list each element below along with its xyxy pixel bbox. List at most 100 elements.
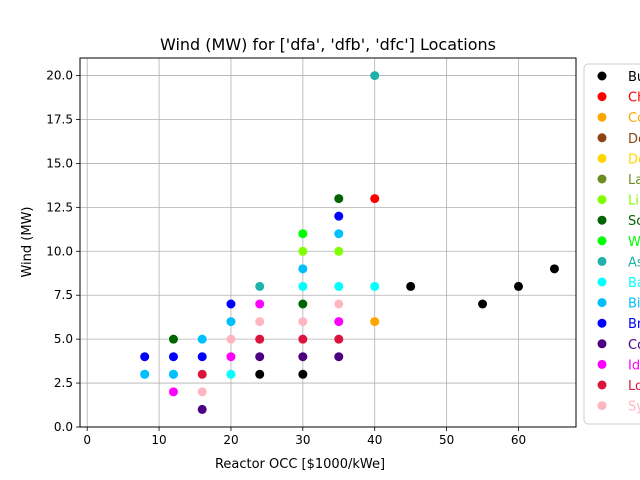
y-tick-label: 12.5 [46,200,73,214]
legend-marker [597,298,607,308]
data-point [334,334,344,344]
data-point [226,334,236,344]
y-axis-ticks: 0.0 2.5 5.0 7.5 10.0 12.5 15.0 17.5 20.0 [46,69,80,434]
legend-label: De [628,132,640,147]
y-tick-label: 20.0 [46,69,73,83]
legend-marker [597,380,607,390]
legend-label: Li [628,194,639,209]
data-point [140,352,150,362]
legend-label: As [628,255,640,270]
legend-marker [597,153,607,163]
legend-label: So [628,214,640,229]
legend-label: Br [628,317,640,332]
legend-marker [597,92,607,102]
legend-box [583,63,640,425]
y-tick-label: 5.0 [54,332,73,346]
legend-marker [597,195,607,205]
legend-marker [597,112,607,122]
legend: Bu Ch Co De De La Li So W As Ba Bi Br Co Id Lo Sy [583,63,640,425]
y-tick-label: 7.5 [54,288,73,302]
data-point [334,352,344,362]
legend-label: Co [628,111,640,126]
data-point [298,281,308,291]
data-point [168,334,178,344]
data-point [478,299,488,309]
legend-label: Lo [628,379,640,394]
x-tick-label: 60 [511,433,526,447]
data-point [197,404,207,414]
legend-label: De [628,152,640,167]
data-point [549,264,559,274]
data-point [298,264,308,274]
data-point [298,229,308,239]
legend-marker [597,215,607,225]
data-point [334,246,344,256]
data-point [197,334,207,344]
x-axis-label: Reactor OCC [$1000/kWe] [215,457,385,472]
legend-marker [597,339,607,349]
data-point [197,369,207,379]
data-point [298,299,308,309]
data-point [140,369,150,379]
legend-label: Ch [628,91,640,106]
legend-marker [597,359,607,369]
data-point [168,352,178,362]
data-point [226,369,236,379]
data-point [298,317,308,327]
data-point [226,299,236,309]
data-point [197,352,207,362]
y-axis-label: Wind (MW) [20,206,35,277]
grid [80,58,576,428]
legend-label: La [628,173,640,188]
legend-marker [597,174,607,184]
chart-title: Wind (MW) for ['dfa', 'dfb', 'dfc'] Loca… [160,35,496,54]
legend-marker [597,71,607,81]
data-point [513,281,523,291]
x-tick-label: 40 [367,433,382,447]
x-tick-label: 20 [223,433,238,447]
data-point [334,299,344,309]
data-point [298,246,308,256]
x-tick-label: 0 [83,433,91,447]
x-tick-label: 50 [439,433,454,447]
data-point [168,369,178,379]
y-tick-label: 2.5 [54,376,73,390]
data-point [255,299,265,309]
legend-marker [597,318,607,328]
data-point [370,194,380,204]
data-point [255,281,265,291]
legend-marker [597,256,607,266]
legend-label: Bi [628,297,640,312]
legend-label: Bu [628,70,640,85]
x-tick-label: 30 [295,433,310,447]
data-point [255,334,265,344]
y-tick-label: 0.0 [54,420,73,434]
legend-label: Id [628,358,640,373]
legend-label: W [628,235,640,250]
legend-marker [597,277,607,287]
legend-label: Sy [628,400,640,415]
data-point [255,369,265,379]
data-point [334,194,344,204]
legend-marker [597,133,607,143]
data-point [370,317,380,327]
data-point [334,229,344,239]
data-point [370,71,380,81]
data-point [334,211,344,221]
data-point [226,352,236,362]
data-point [255,317,265,327]
y-tick-label: 10.0 [46,244,73,258]
legend-label: Co [628,338,640,353]
data-point [334,317,344,327]
data-point [298,334,308,344]
data-point [298,352,308,362]
legend-marker [597,236,607,246]
data-point [226,317,236,327]
x-axis-ticks: 0 10 20 30 40 50 60 [83,427,526,447]
data-point [370,281,380,291]
data-point [168,387,178,397]
legend-marker [597,401,607,411]
legend-label: Ba [628,276,640,291]
